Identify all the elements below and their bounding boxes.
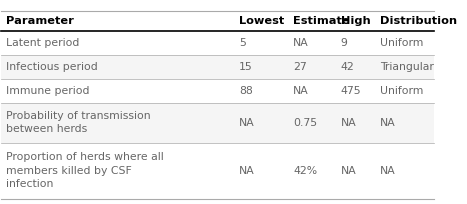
Text: Triangular: Triangular: [380, 62, 433, 72]
Text: 42: 42: [341, 62, 354, 72]
Text: 42%: 42%: [293, 166, 318, 176]
Text: NA: NA: [380, 118, 396, 128]
Bar: [1, 143, 434, 198]
Text: NA: NA: [293, 86, 309, 96]
Text: Immune period: Immune period: [6, 86, 89, 96]
Text: Distribution: Distribution: [380, 16, 457, 26]
Text: Infectious period: Infectious period: [6, 62, 98, 72]
Text: 15: 15: [239, 62, 253, 72]
Text: Lowest: Lowest: [239, 16, 284, 26]
Text: NA: NA: [341, 118, 356, 128]
Text: Parameter: Parameter: [6, 16, 74, 26]
Text: Uniform: Uniform: [380, 38, 423, 48]
Text: Latent period: Latent period: [6, 38, 79, 48]
Text: 0.75: 0.75: [293, 118, 318, 128]
Text: High: High: [341, 16, 370, 26]
Text: 88: 88: [239, 86, 253, 96]
Bar: [1, 55, 434, 79]
Text: 27: 27: [293, 62, 307, 72]
Text: NA: NA: [239, 118, 255, 128]
Text: 475: 475: [341, 86, 361, 96]
Text: 9: 9: [341, 38, 347, 48]
Bar: [1, 79, 434, 103]
Text: Estimate: Estimate: [293, 16, 350, 26]
Text: NA: NA: [380, 166, 396, 176]
Text: NA: NA: [239, 166, 255, 176]
Text: Proportion of herds where all
members killed by CSF
infection: Proportion of herds where all members ki…: [6, 152, 163, 189]
Text: NA: NA: [341, 166, 356, 176]
Bar: [1, 31, 434, 55]
Bar: [1, 11, 434, 31]
Text: NA: NA: [293, 38, 309, 48]
Text: 5: 5: [239, 38, 246, 48]
Text: Uniform: Uniform: [380, 86, 423, 96]
Text: Probability of transmission
between herds: Probability of transmission between herd…: [6, 111, 150, 134]
Bar: [1, 103, 434, 143]
